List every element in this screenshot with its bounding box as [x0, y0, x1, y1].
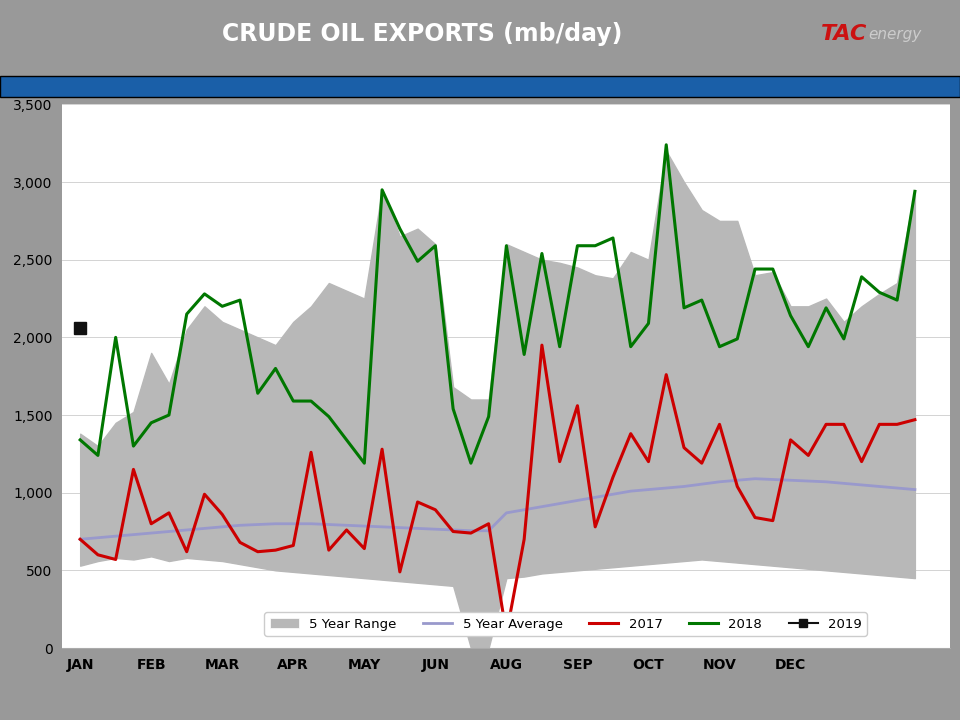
Text: CRUDE OIL EXPORTS (mb/day): CRUDE OIL EXPORTS (mb/day)	[222, 22, 623, 46]
Legend: 5 Year Range, 5 Year Average, 2017, 2018, 2019: 5 Year Range, 5 Year Average, 2017, 2018…	[264, 613, 867, 636]
FancyBboxPatch shape	[0, 76, 960, 97]
Text: energy: energy	[868, 27, 921, 42]
Text: TAC: TAC	[821, 24, 867, 44]
